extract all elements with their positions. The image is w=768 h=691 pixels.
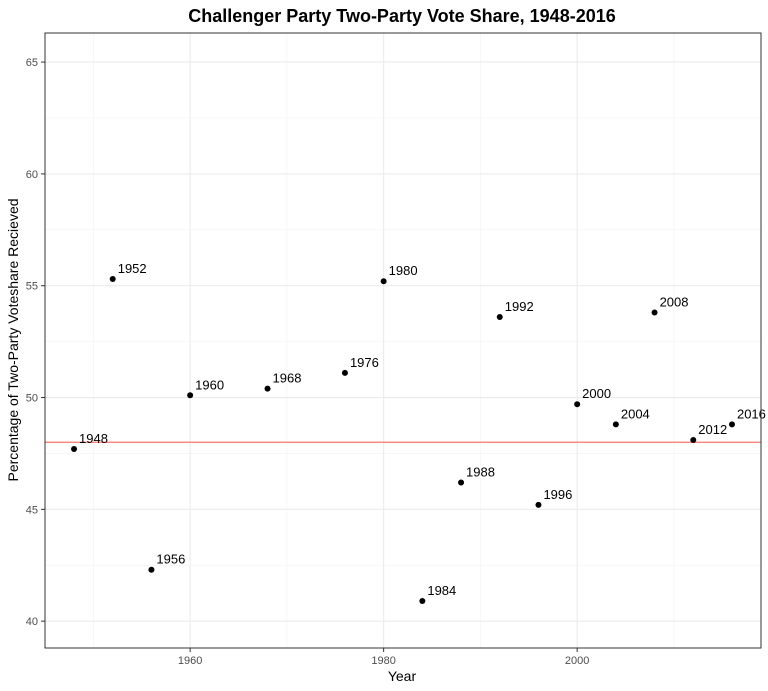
data-point-label: 2000 <box>582 386 611 401</box>
plot-panel-border <box>44 32 762 649</box>
data-point <box>380 278 387 285</box>
data-point-label: 2008 <box>660 295 689 310</box>
y-tick-label: 60 <box>26 169 38 181</box>
data-point-label: 1976 <box>350 355 379 370</box>
data-point <box>109 276 116 282</box>
data-point <box>264 385 271 392</box>
data-point <box>651 309 658 316</box>
data-point-label: 1996 <box>543 487 572 502</box>
data-point <box>148 566 155 573</box>
data-point-label: 2012 <box>698 422 727 437</box>
y-tick-label: 45 <box>26 504 38 516</box>
data-point-label: 2004 <box>621 406 650 421</box>
data-point-label: 1992 <box>505 299 534 314</box>
y-tick-label: 50 <box>26 393 38 405</box>
data-point <box>728 421 735 428</box>
x-axis-ticks: 1960 1980 2000 <box>178 648 589 667</box>
data-point <box>187 392 194 399</box>
data-point <box>690 437 697 444</box>
data-point <box>535 501 542 508</box>
major-gridlines <box>45 33 761 648</box>
x-tick-label: 2000 <box>565 655 589 667</box>
data-point <box>71 445 78 452</box>
data-point-label: 1956 <box>156 552 185 567</box>
data-point <box>458 479 465 486</box>
data-point-label: 1988 <box>466 465 495 480</box>
y-axis-ticks: 40 45 50 55 60 65 <box>26 57 45 628</box>
data-point <box>341 369 348 376</box>
data-point-label: 1968 <box>273 371 302 386</box>
data-point-label: 1952 <box>118 261 147 276</box>
data-point <box>612 421 619 428</box>
y-tick-label: 40 <box>26 616 38 628</box>
y-axis-title: Percentage of Two-Party Voteshare Reciev… <box>5 198 21 481</box>
data-points <box>71 276 735 605</box>
chart-title: Challenger Party Two-Party Vote Share, 1… <box>188 6 616 26</box>
data-point <box>419 598 426 605</box>
y-tick-label: 65 <box>26 57 38 69</box>
data-point-label: 1984 <box>427 583 456 598</box>
data-point <box>574 401 581 408</box>
data-point-label: 1948 <box>79 431 108 446</box>
minor-gridlines <box>45 33 761 648</box>
data-point-label: 2016 <box>737 406 766 421</box>
data-point <box>496 314 503 321</box>
x-tick-label: 1980 <box>371 655 395 667</box>
y-tick-label: 55 <box>26 281 38 293</box>
point-labels: 1948 1952 1956 1960 1968 1976 1980 1984 1988 1992… <box>79 261 766 598</box>
data-point-label: 1960 <box>195 377 224 392</box>
data-point-label: 1980 <box>389 263 418 278</box>
x-axis-title: Year <box>388 668 417 684</box>
x-tick-label: 1960 <box>178 655 202 667</box>
